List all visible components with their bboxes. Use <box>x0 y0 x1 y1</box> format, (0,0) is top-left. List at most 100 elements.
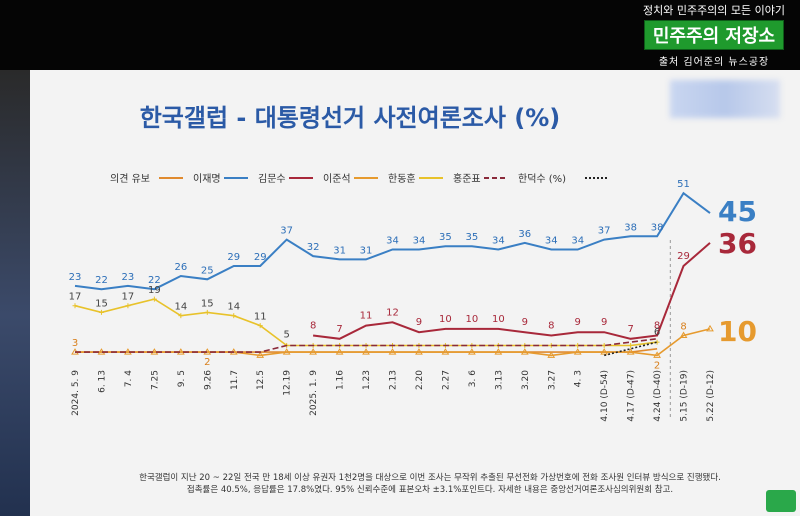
brand-name: 민주주의 저장소 <box>643 20 785 50</box>
data-point <box>415 348 423 355</box>
data-label: 34 <box>413 235 426 246</box>
x-tick-label: 4.10 (D-54) <box>600 370 610 422</box>
brand-source: 출처 김어준의 뉴스공장 <box>658 57 770 68</box>
x-tick-label: 3.20 <box>521 370 531 390</box>
data-label: 2 <box>204 357 210 368</box>
data-label: 14 <box>227 302 240 313</box>
x-tick-label: 12.5 <box>256 370 266 390</box>
data-label: 19 <box>148 285 161 296</box>
data-point <box>282 348 291 355</box>
x-tick-label: 2025. 1. 9 <box>309 370 319 416</box>
data-point <box>467 348 476 355</box>
data-label: 29 <box>254 252 267 263</box>
chart-title: 한국갤럽 - 대통령선거 사전여론조사 (%) <box>139 104 561 132</box>
data-point <box>706 324 714 332</box>
x-tick-label: 5.22 (D-12) <box>706 370 716 422</box>
legend-label: 이준석 <box>323 173 351 185</box>
data-label: 17 <box>69 292 82 303</box>
presenter-video-strip <box>0 70 30 516</box>
x-tick-label: 2024. 5. 9 <box>71 370 81 416</box>
corner-logo <box>766 490 796 512</box>
x-tick-label: 7. 4 <box>124 370 134 387</box>
legend-label: 홍준표 <box>453 172 481 185</box>
data-point <box>256 351 265 358</box>
data-label: 8 <box>310 321 316 332</box>
end-value-label: 10 <box>718 315 757 348</box>
data-label: 38 <box>651 222 664 233</box>
data-label: 17 <box>122 292 135 303</box>
data-label: 12 <box>386 307 399 318</box>
data-label: 34 <box>492 235 505 246</box>
chart-footnote: 한국갤럽이 지난 20 ~ 22일 전국 만 18세 이상 유권자 1천2명을 … <box>120 472 740 496</box>
end-value-label: 45 <box>718 195 757 228</box>
data-label: 9 <box>416 317 422 328</box>
data-point <box>388 348 397 355</box>
x-tick-label: 12.19 <box>283 370 293 396</box>
data-label: 9 <box>575 317 581 328</box>
data-label: 8 <box>654 321 660 332</box>
data-label: 5 <box>283 329 289 340</box>
data-point <box>335 348 344 355</box>
x-tick-label: 9. 5 <box>177 370 187 387</box>
data-label: 15 <box>95 298 108 309</box>
x-tick-label: 3.13 <box>494 370 504 390</box>
data-label: 51 <box>677 179 690 190</box>
data-label: 3 <box>72 338 78 349</box>
x-tick-label: 2.13 <box>389 370 399 390</box>
data-point <box>441 348 450 355</box>
series-line <box>74 298 658 347</box>
x-tick-label: 4.24 (D-40) <box>653 370 663 422</box>
footnote-line-2: 접촉률은 40.5%, 응답률은 17.8%였다. 95% 신뢰수준에 표본오차… <box>186 485 674 495</box>
data-label: 11 <box>360 311 373 322</box>
data-label: 22 <box>95 275 108 286</box>
data-point <box>679 331 688 339</box>
data-label: 6 <box>654 327 660 338</box>
x-tick-label: 3. 6 <box>468 370 478 387</box>
data-point <box>653 351 661 358</box>
data-point <box>362 348 370 355</box>
legend-label: 김문수 <box>258 173 286 185</box>
data-label: 2 <box>654 360 660 371</box>
data-label: 14 <box>174 302 187 313</box>
x-tick-label: 11.7 <box>230 370 240 390</box>
data-label: 37 <box>598 226 611 237</box>
data-label: 7 <box>627 324 633 335</box>
data-label: 38 <box>624 222 637 233</box>
data-point <box>520 348 529 355</box>
data-label: 26 <box>174 262 187 273</box>
data-label: 29 <box>227 252 240 263</box>
data-label: 37 <box>280 226 293 237</box>
data-point <box>309 348 318 355</box>
x-tick-label: 3.27 <box>547 370 557 390</box>
footnote-line-1: 한국갤럽이 지난 20 ~ 22일 전국 만 18세 이상 유권자 1천2명을 … <box>139 473 721 483</box>
series-line <box>74 191 711 291</box>
x-tick-label: 9.26 <box>203 370 213 390</box>
legend-label: 의견 유보 <box>110 173 150 185</box>
data-label: 31 <box>333 245 346 256</box>
x-tick-label: 4. 3 <box>574 370 584 387</box>
data-label: 9 <box>522 317 528 328</box>
brand-tagline: 정치와 민주주의의 모든 이야기 <box>642 4 786 17</box>
series-line <box>75 328 711 357</box>
end-value-label: 36 <box>718 227 757 260</box>
data-label: 10 <box>439 314 452 325</box>
data-point <box>600 348 609 355</box>
channel-brand: 정치와 민주주의의 모든 이야기 민주주의 저장소 출처 김어준의 뉴스공장 <box>634 4 794 68</box>
data-label: 34 <box>571 235 584 246</box>
data-label: 35 <box>439 232 452 243</box>
series-line <box>75 338 658 353</box>
data-label: 35 <box>466 232 479 243</box>
data-label: 15 <box>201 298 214 309</box>
data-label: 23 <box>122 272 135 283</box>
data-label: 23 <box>69 272 82 283</box>
x-tick-label: 2.27 <box>441 370 451 390</box>
data-label: 11 <box>254 312 267 323</box>
x-tick-label: 7.25 <box>150 370 160 390</box>
legend-label: 한동훈 <box>388 172 416 185</box>
x-tick-label: 5.15 (D-19) <box>680 370 690 422</box>
x-tick-label: 1.16 <box>336 370 346 390</box>
data-label: 34 <box>386 235 399 246</box>
data-label: 32 <box>307 242 320 253</box>
data-label: 25 <box>201 265 214 276</box>
